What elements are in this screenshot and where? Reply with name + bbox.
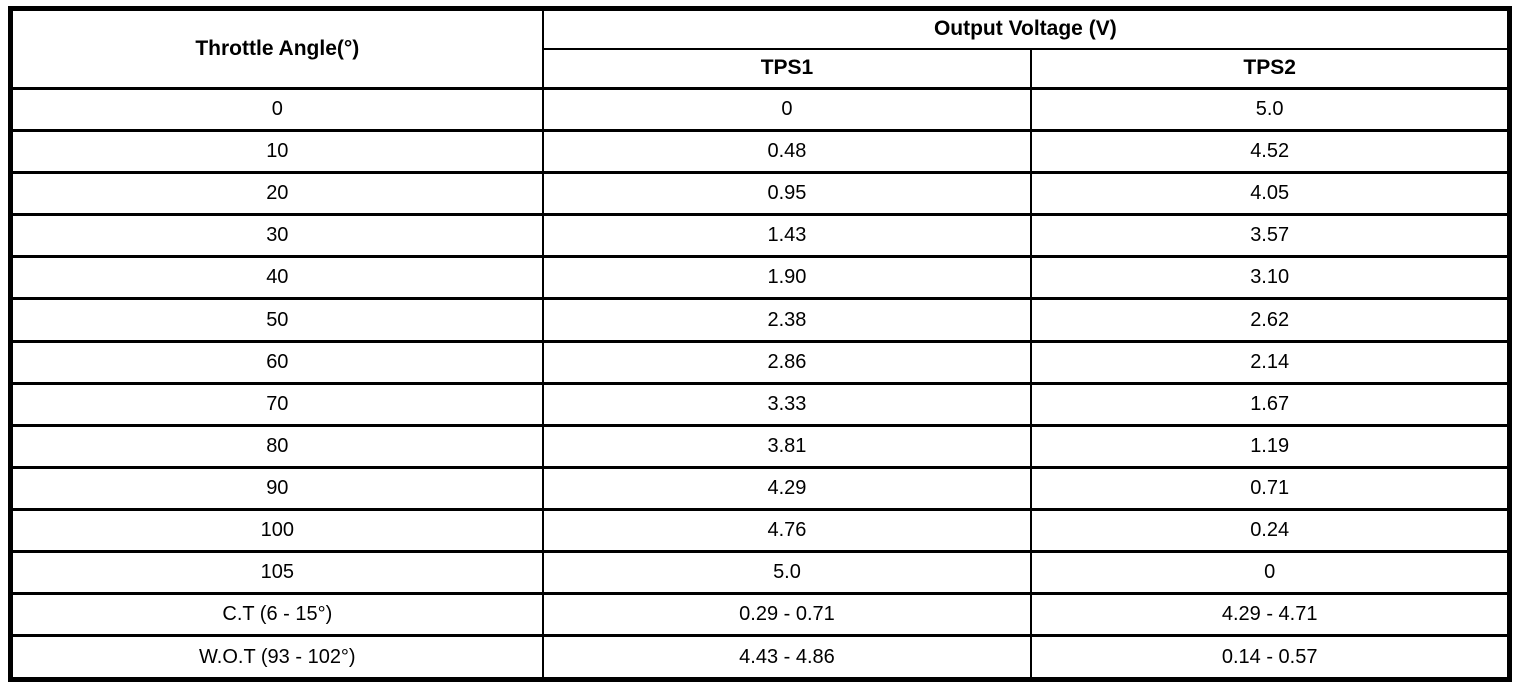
table-row: 50 2.38 2.62 <box>9 297 1511 343</box>
tps1-value-cell: 4.43 - 4.86 <box>541 634 1033 681</box>
table-row: 70 3.33 1.67 <box>9 381 1511 427</box>
table-row: 0 0 5.0 <box>9 86 1511 133</box>
tps1-header: TPS1 <box>541 47 1033 90</box>
table-row: 30 1.43 3.57 <box>9 213 1511 259</box>
tps1-value-cell: 3.81 <box>541 423 1033 469</box>
tps2-value-cell: 0.14 - 0.57 <box>1030 634 1511 681</box>
tps2-value-cell: 4.29 - 4.71 <box>1030 592 1511 638</box>
throttle-angle-cell: 100 <box>9 507 544 554</box>
tps1-value-cell: 4.29 <box>541 465 1033 511</box>
throttle-angle-cell: 60 <box>9 339 544 385</box>
tps1-value-cell: 0.29 - 0.71 <box>541 592 1033 638</box>
tps2-value-cell: 0.71 <box>1030 465 1511 511</box>
throttle-angle-cell: 90 <box>9 465 544 511</box>
tps1-value-cell: 0.95 <box>541 171 1033 217</box>
tps2-value-cell: 4.52 <box>1030 129 1511 175</box>
tps1-value-cell: 1.90 <box>541 255 1033 301</box>
tps2-header: TPS2 <box>1030 47 1511 90</box>
tps1-value-cell: 4.76 <box>541 507 1033 554</box>
tps2-value-cell: 3.57 <box>1030 213 1511 259</box>
table-row: 100 4.76 0.24 <box>9 507 1511 554</box>
tps1-value-cell: 1.43 <box>541 213 1033 259</box>
throttle-angle-cell: 30 <box>9 213 544 259</box>
tps2-value-cell: 0.24 <box>1030 507 1511 554</box>
tps2-value-cell: 0 <box>1030 550 1511 596</box>
throttle-angle-cell: 50 <box>9 297 544 343</box>
table-row: W.O.T (93 - 102°) 4.43 - 4.86 0.14 - 0.5… <box>9 634 1511 681</box>
throttle-angle-cell: 40 <box>9 255 544 301</box>
table-row: 105 5.0 0 <box>9 550 1511 596</box>
throttle-angle-cell: W.O.T (93 - 102°) <box>9 634 544 681</box>
throttle-angle-cell: 10 <box>9 129 544 175</box>
tps2-value-cell: 2.62 <box>1030 297 1511 343</box>
table-row: 10 0.48 4.52 <box>9 129 1511 175</box>
tps1-value-cell: 0.48 <box>541 129 1033 175</box>
table-row: 40 1.90 3.10 <box>9 255 1511 301</box>
table-header: Throttle Angle(°) Output Voltage (V) TPS… <box>9 7 1511 90</box>
tps1-value-cell: 5.0 <box>541 550 1033 596</box>
tps2-value-cell: 5.0 <box>1030 86 1511 133</box>
throttle-angle-cell: 0 <box>9 86 544 133</box>
tps2-value-cell: 4.05 <box>1030 171 1511 217</box>
tps1-value-cell: 2.38 <box>541 297 1033 343</box>
throttle-angle-cell: 70 <box>9 381 544 427</box>
tps2-value-cell: 1.67 <box>1030 381 1511 427</box>
table-row: 20 0.95 4.05 <box>9 171 1511 217</box>
table-row: 80 3.81 1.19 <box>9 423 1511 469</box>
tps1-value-cell: 3.33 <box>541 381 1033 427</box>
table-row: C.T (6 - 15°) 0.29 - 0.71 4.29 - 4.71 <box>9 592 1511 638</box>
tps2-value-cell: 3.10 <box>1030 255 1511 301</box>
tps2-value-cell: 2.14 <box>1030 339 1511 385</box>
tps1-value-cell: 0 <box>541 86 1033 133</box>
throttle-angle-cell: C.T (6 - 15°) <box>9 592 544 638</box>
tps2-value-cell: 1.19 <box>1030 423 1511 469</box>
throttle-angle-cell: 20 <box>9 171 544 217</box>
tps1-value-cell: 2.86 <box>541 339 1033 385</box>
throttle-angle-cell: 80 <box>9 423 544 469</box>
throttle-angle-header: Throttle Angle(°) <box>9 7 544 90</box>
table-row: 90 4.29 0.71 <box>9 465 1511 511</box>
table-row: 60 2.86 2.14 <box>9 339 1511 385</box>
output-voltage-header: Output Voltage (V) <box>541 7 1511 50</box>
table-body: 0 0 5.0 10 0.48 4.52 20 0.95 4.05 30 1.4… <box>9 86 1511 681</box>
tps-output-voltage-table: Throttle Angle(°) Output Voltage (V) TPS… <box>8 6 1512 682</box>
throttle-angle-cell: 105 <box>9 550 544 596</box>
